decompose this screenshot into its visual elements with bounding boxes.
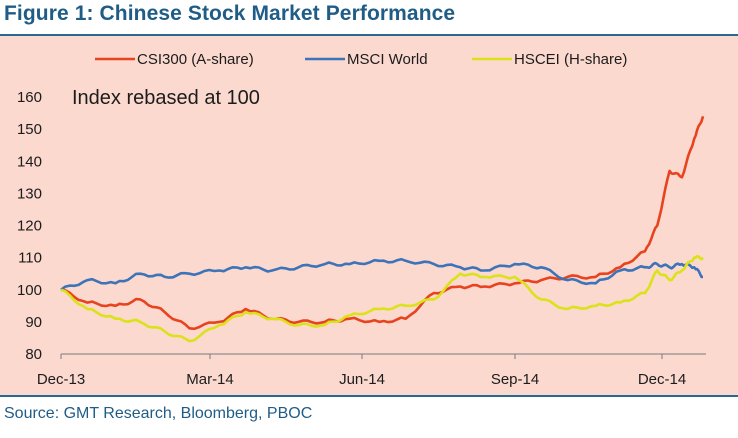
chart-title: Figure 1: Chinese Stock Market Performan…: [4, 2, 456, 25]
y-tick-label: 120: [17, 218, 42, 235]
legend-label: MSCI World: [347, 51, 428, 68]
chart-panel: [0, 34, 738, 397]
x-tick-label: Dec-14: [638, 371, 686, 388]
x-tick-label: Dec-13: [37, 371, 85, 388]
y-tick-label: 160: [17, 89, 42, 106]
series-layer: [60, 115, 705, 343]
legend: CSI300 (A-share) MSCI World HSCEI (H-share…: [95, 51, 627, 68]
x-tick-label: Mar-14: [186, 371, 234, 388]
y-tick-label: 150: [17, 121, 42, 138]
chart-annotation: Index rebased at 100: [72, 87, 260, 109]
legend-label: HSCEI (H-share): [514, 51, 627, 68]
y-tick-label: 80: [25, 346, 42, 363]
source-note: Source: GMT Research, Bloomberg, PBOC: [4, 405, 313, 422]
series-line-3: [60, 254, 704, 343]
series-line-1: [60, 115, 705, 331]
y-tick-label: 90: [25, 314, 42, 331]
y-tick-label: 100: [17, 282, 42, 299]
x-tick-label: Jun-14: [339, 371, 385, 388]
x-tick-label: Sep-14: [491, 371, 539, 388]
axes: 80 90 100 110 120 130 140 150 160 Dec-13 Mar-14 Jun…: [17, 89, 706, 388]
y-tick-label: 130: [17, 185, 42, 202]
y-tick-label: 110: [18, 250, 42, 267]
y-tick-label: 140: [17, 153, 42, 170]
legend-label: CSI300 (A-share): [137, 51, 254, 68]
series-line-2: [60, 257, 703, 291]
